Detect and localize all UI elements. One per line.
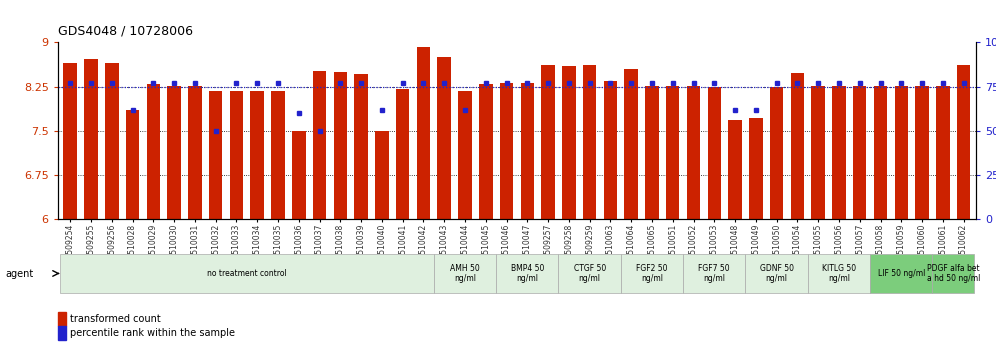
Bar — [666, 86, 679, 219]
Bar — [749, 118, 763, 219]
Bar — [687, 86, 700, 219]
Bar — [957, 65, 970, 219]
Bar — [621, 254, 683, 293]
Text: transformed count: transformed count — [70, 314, 160, 324]
Text: GDS4048 / 10728006: GDS4048 / 10728006 — [58, 25, 193, 38]
Bar — [559, 254, 621, 293]
Bar — [271, 91, 285, 219]
Bar — [683, 254, 745, 293]
Bar — [871, 254, 932, 293]
Bar — [125, 110, 139, 219]
Bar — [230, 91, 243, 219]
Bar — [60, 254, 434, 293]
Bar — [500, 82, 513, 219]
Text: BMP4 50
ng/ml: BMP4 50 ng/ml — [511, 264, 544, 283]
Bar — [209, 91, 222, 219]
Bar — [833, 86, 846, 219]
Bar — [604, 81, 618, 219]
Text: AMH 50
ng/ml: AMH 50 ng/ml — [450, 264, 480, 283]
Text: PDGF alfa bet
a hd 50 ng/ml: PDGF alfa bet a hd 50 ng/ml — [926, 264, 980, 283]
Bar — [395, 88, 409, 219]
Text: FGF7 50
ng/ml: FGF7 50 ng/ml — [698, 264, 730, 283]
Bar — [521, 82, 534, 219]
Bar — [583, 65, 597, 219]
Bar — [745, 254, 808, 293]
Bar — [167, 86, 181, 219]
Bar — [146, 84, 160, 219]
Bar — [728, 120, 742, 219]
Bar — [873, 86, 887, 219]
Bar — [334, 72, 347, 219]
Bar — [375, 131, 388, 219]
Text: no treatment control: no treatment control — [207, 269, 287, 278]
Bar — [458, 91, 472, 219]
Bar — [791, 73, 804, 219]
Bar — [85, 59, 98, 219]
Bar — [936, 86, 949, 219]
Text: percentile rank within the sample: percentile rank within the sample — [70, 328, 235, 338]
Bar — [416, 47, 430, 219]
Bar — [437, 57, 451, 219]
Bar — [707, 87, 721, 219]
Bar — [624, 69, 638, 219]
Bar — [915, 86, 929, 219]
Bar — [812, 86, 825, 219]
Text: GDNF 50
ng/ml: GDNF 50 ng/ml — [760, 264, 794, 283]
Text: FGF2 50
ng/ml: FGF2 50 ng/ml — [636, 264, 667, 283]
Text: KITLG 50
ng/ml: KITLG 50 ng/ml — [822, 264, 856, 283]
Bar — [562, 66, 576, 219]
Bar — [313, 71, 327, 219]
Bar — [250, 91, 264, 219]
Bar — [894, 86, 908, 219]
Bar — [64, 63, 77, 219]
Bar — [645, 86, 658, 219]
Bar — [770, 87, 784, 219]
Bar — [479, 84, 492, 219]
Bar — [542, 65, 555, 219]
Bar — [292, 131, 306, 219]
Bar — [105, 63, 119, 219]
Bar — [853, 86, 867, 219]
Bar — [808, 254, 871, 293]
Text: agent: agent — [5, 269, 33, 279]
Bar — [932, 254, 974, 293]
Text: CTGF 50
ng/ml: CTGF 50 ng/ml — [574, 264, 606, 283]
Bar — [434, 254, 496, 293]
Bar — [496, 254, 559, 293]
Text: LIF 50 ng/ml: LIF 50 ng/ml — [877, 269, 925, 278]
Bar — [188, 86, 201, 219]
Bar — [355, 74, 368, 219]
